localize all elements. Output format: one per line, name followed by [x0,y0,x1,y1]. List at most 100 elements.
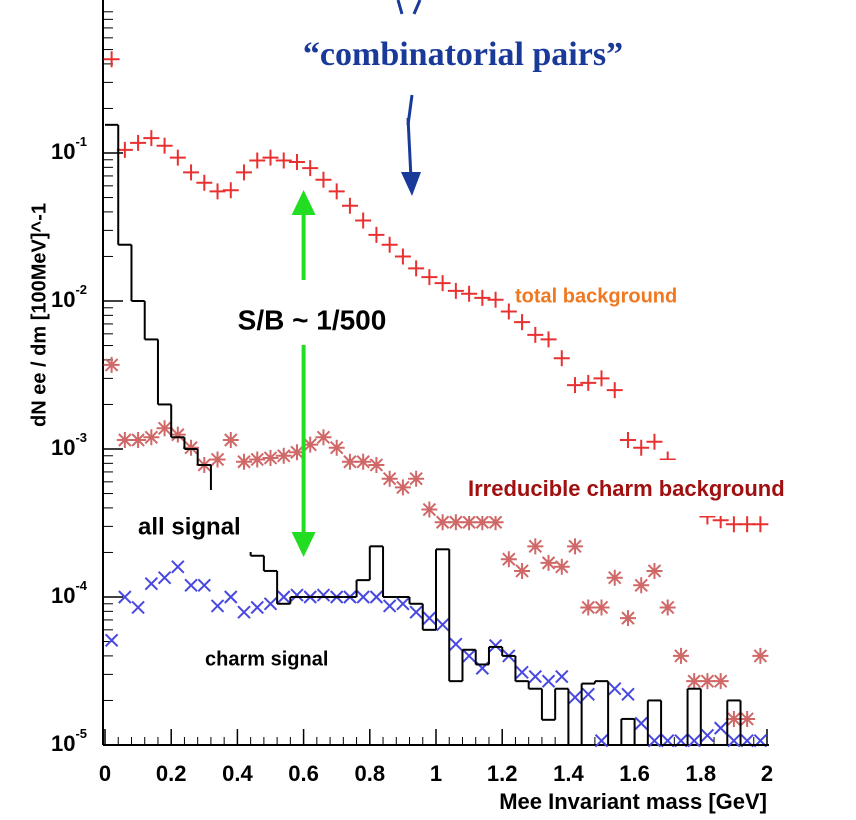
y-tick-base: 10 [51,139,75,164]
point [608,682,622,696]
point [131,600,145,615]
point [197,578,212,592]
point [394,248,411,265]
point [540,331,557,348]
y-tick-base: 10 [51,287,75,312]
point [725,710,742,727]
point [382,599,397,613]
point [555,669,569,684]
point [686,673,703,690]
point [315,171,332,188]
point [328,183,345,200]
point [488,638,503,653]
pointer-line [406,117,413,179]
point [449,637,463,651]
point [116,141,133,158]
point [209,451,226,468]
point [249,152,266,169]
point [288,444,305,461]
point [593,599,610,616]
point [341,197,358,214]
y-tick-label: 10-1 [51,134,87,163]
point [236,453,253,470]
y-tick-label: 10-3 [51,430,87,459]
point [381,470,398,487]
point [500,303,517,320]
x-tick-label: 0.8 [355,761,386,786]
y-tick-exponent: -1 [75,134,87,149]
point [659,599,676,616]
point [619,610,636,627]
point [104,633,119,647]
point [487,514,504,531]
point [250,600,264,615]
point [606,569,623,586]
point [752,516,769,533]
point [687,733,701,748]
point [341,453,358,470]
point [183,164,200,181]
point [514,314,531,331]
y-tick-exponent: -4 [75,578,87,593]
point [672,647,689,664]
x-tick-label: 0.2 [156,761,187,786]
point [752,647,769,664]
point [606,382,623,399]
point [302,160,319,177]
point [421,501,438,518]
point [169,426,186,443]
y-tick-base: 10 [51,583,75,608]
label-box [463,460,856,516]
point [553,558,570,575]
point [621,687,635,702]
point [527,326,544,343]
point [394,479,411,496]
point [634,716,648,731]
point [156,420,173,437]
point [474,514,491,531]
point [593,370,610,387]
point [580,599,597,616]
x-tick-label: 1.2 [487,761,518,786]
point [224,590,238,604]
point [157,571,172,585]
x-tick-label: 0 [99,761,111,786]
point [262,149,279,166]
point [396,597,410,611]
series-label: all signal [138,513,241,540]
point [540,554,557,571]
point [435,617,450,632]
point [567,538,584,555]
point [143,429,160,446]
point [316,588,331,602]
point [528,669,543,684]
y-tick-exponent: -2 [75,282,87,297]
point [633,577,650,594]
point [328,439,345,456]
point [739,710,756,727]
y-tick-base: 10 [51,731,75,756]
point [567,377,584,394]
point [183,439,200,456]
point [369,590,384,604]
point [237,605,251,619]
point [275,447,292,464]
point [461,285,478,302]
point [184,578,198,592]
point [288,153,305,170]
point [646,562,663,579]
point [171,560,185,574]
point [447,514,464,531]
point [103,51,120,68]
point [594,733,609,748]
point [421,269,438,286]
point [209,183,226,200]
point [633,439,650,456]
x-axis-label: Mee Invariant mass [GeV] [499,789,767,814]
series-label: charm signal [205,648,328,670]
y-tick-label: 10-2 [51,282,87,311]
point [381,236,398,253]
point [619,432,636,449]
point [700,728,715,743]
series-label: Irreducible charm background [468,476,785,501]
